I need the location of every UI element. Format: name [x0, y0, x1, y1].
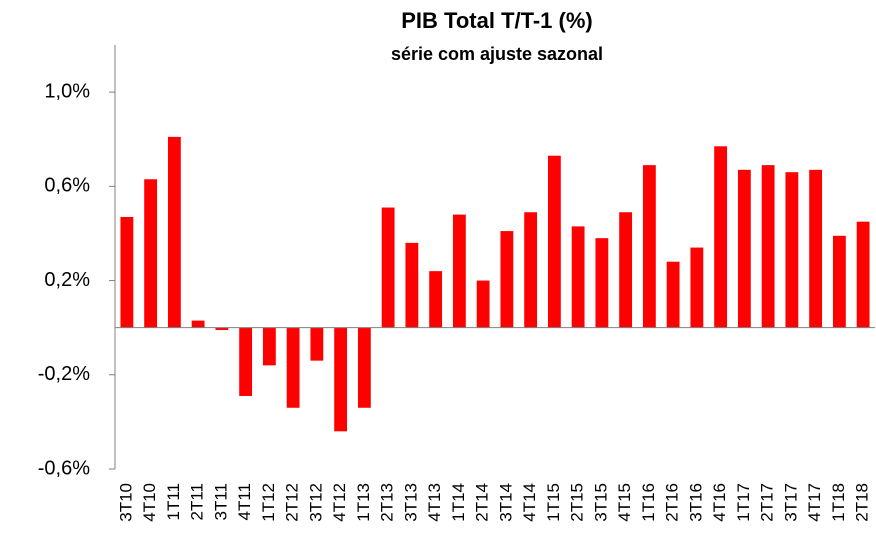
x-tick-label: 3T15 — [591, 483, 610, 522]
bar — [262, 327, 276, 366]
chart-subtitle: série com ajuste sazonal — [391, 44, 603, 64]
x-tick-label: 3T13 — [401, 483, 420, 522]
x-tick-label: 1T13 — [354, 483, 373, 522]
bar — [809, 169, 823, 328]
x-tick-label: 2T16 — [663, 483, 682, 522]
x-tick-label: 4T10 — [140, 483, 159, 522]
x-tick-label: 1T18 — [829, 483, 848, 522]
x-tick-label: 3T14 — [496, 483, 515, 522]
y-tick-label: 0,6% — [44, 175, 90, 197]
x-tick-label: 2T14 — [473, 483, 492, 522]
bar — [832, 235, 846, 328]
x-tick-label: 4T12 — [330, 483, 349, 522]
x-tick-label: 4T15 — [615, 483, 634, 522]
x-tick-label: 2T12 — [283, 483, 302, 522]
y-tick-label: -0,6% — [38, 457, 90, 479]
x-tick-label: 2T13 — [378, 483, 397, 522]
x-tick-label: 1T11 — [164, 483, 183, 521]
bar — [381, 207, 395, 328]
bar — [595, 238, 609, 328]
x-tick-label: 3T17 — [781, 483, 800, 522]
bar — [191, 320, 205, 328]
chart-title: PIB Total T/T-1 (%) — [401, 8, 592, 33]
bar — [167, 136, 181, 328]
bar — [666, 261, 680, 328]
y-tick-label: 0,2% — [44, 269, 90, 291]
x-tick-label: 1T16 — [639, 483, 658, 522]
x-tick-label: 3T10 — [116, 483, 135, 522]
x-tick-label: 1T12 — [259, 483, 278, 522]
x-tick-label: 2T17 — [758, 483, 777, 522]
bar — [405, 242, 419, 328]
bar — [334, 327, 348, 432]
bar — [547, 155, 561, 328]
bar — [856, 221, 870, 328]
bar — [429, 271, 443, 328]
x-tick-label: 1T17 — [734, 483, 753, 522]
y-tick-label: -0,2% — [38, 363, 90, 385]
bar — [785, 172, 799, 328]
x-tick-label: 3T12 — [306, 483, 325, 522]
x-tick-label: 3T11 — [211, 483, 230, 521]
bar — [476, 280, 490, 328]
x-tick-label: 4T16 — [710, 483, 729, 522]
x-tick-label: 1T14 — [449, 483, 468, 522]
x-tick-label: 4T14 — [520, 483, 539, 522]
x-tick-label: 2T18 — [853, 483, 872, 522]
x-tick-label: 2T11 — [188, 483, 207, 521]
bar — [761, 165, 775, 328]
bar — [714, 146, 728, 328]
y-tick-label: 1,0% — [44, 80, 90, 102]
bar — [642, 165, 656, 328]
x-tick-label: 4T13 — [425, 483, 444, 522]
bar — [737, 169, 751, 328]
bar — [239, 327, 253, 396]
x-tick-label: 2T15 — [568, 483, 587, 522]
bar — [452, 214, 466, 328]
bar — [310, 327, 324, 361]
x-tick-label: 4T17 — [805, 483, 824, 522]
x-tick-label: 4T11 — [235, 483, 254, 521]
bar — [144, 179, 158, 328]
x-tick-label: 1T15 — [544, 483, 563, 522]
bar — [619, 212, 633, 328]
bar — [571, 226, 585, 328]
bar — [120, 216, 134, 328]
bar — [524, 212, 538, 328]
bar — [286, 327, 300, 408]
bar — [690, 247, 704, 328]
bar — [500, 231, 514, 328]
bar — [215, 327, 229, 331]
x-tick-label: 3T16 — [686, 483, 705, 522]
bar — [357, 327, 371, 408]
